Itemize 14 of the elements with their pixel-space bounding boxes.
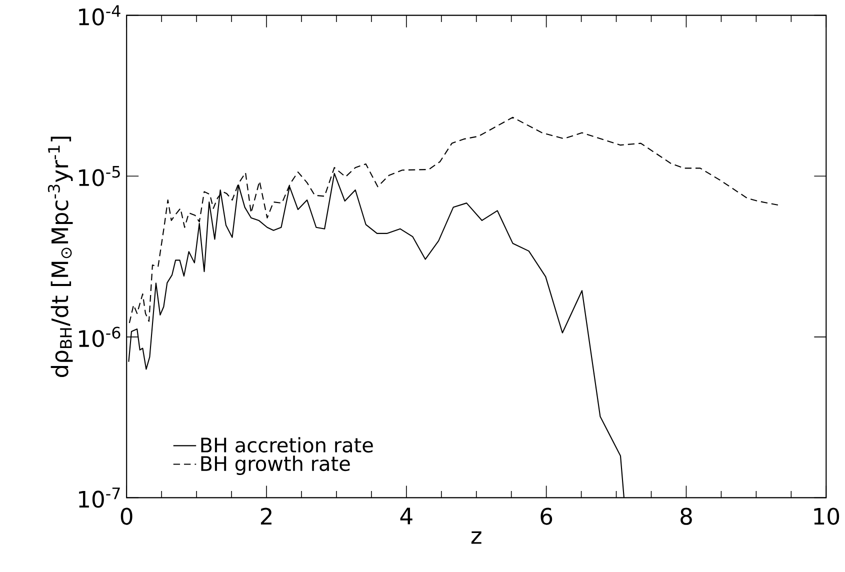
- x-axis-title: z: [471, 532, 482, 544]
- y-tick-label: 10$^{-5}$: [79, 166, 120, 186]
- x-tick-label: 4: [400, 508, 412, 524]
- legend-label: BH growth rate: [201, 456, 350, 476]
- x-tick-label: 0: [120, 508, 132, 526]
- text: dρ$_{BH}$/dt [M$_{⊙}$Mpc$^{-3}$yr$^{-1}$]: [48, 136, 73, 378]
- legend-label: BH accretion rate: [201, 437, 373, 453]
- x-tick-label: 2: [260, 508, 272, 525]
- y-tick-label: 10$^{-4}$: [79, 5, 120, 26]
- x-tick-label: 10: [814, 508, 840, 526]
- x-tick-label: 8: [680, 508, 692, 526]
- y-tick-label: 10$^{-6}$: [79, 326, 120, 348]
- x-tick-label: 6: [540, 508, 552, 526]
- y-tick-label: 10$^{-7}$: [79, 488, 120, 508]
